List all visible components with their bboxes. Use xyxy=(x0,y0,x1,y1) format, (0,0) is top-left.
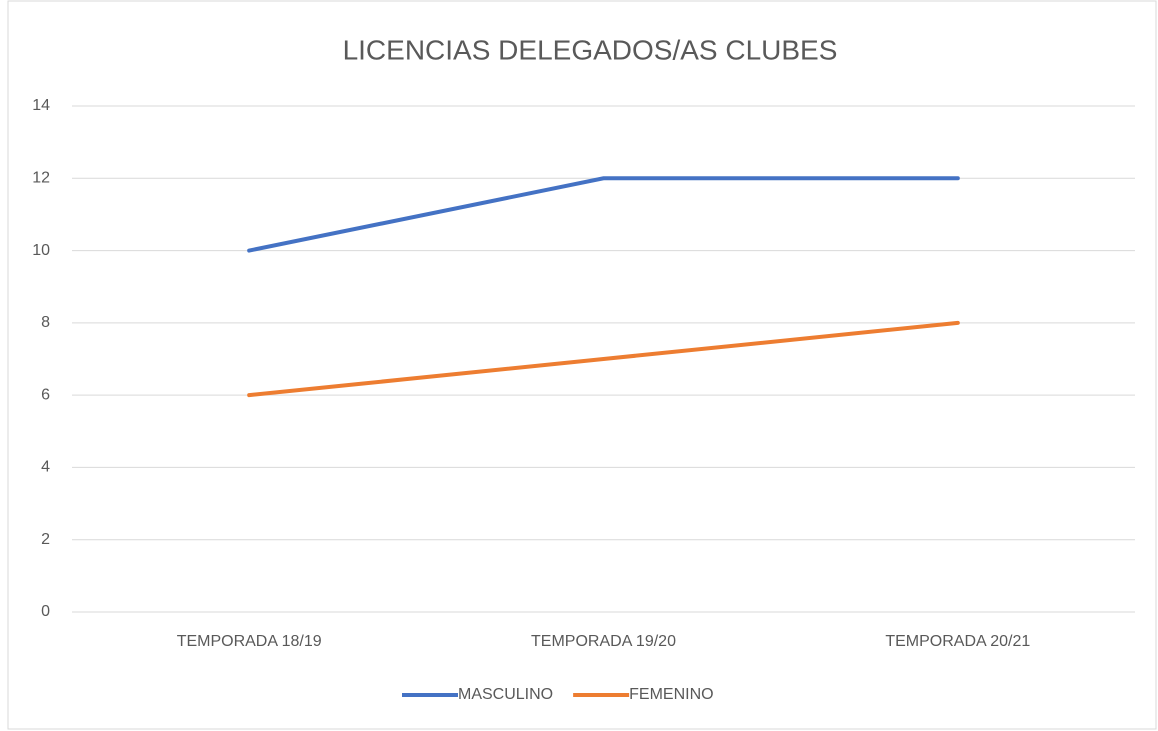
line-series xyxy=(247,176,960,253)
x-tick-label: TEMPORADA 18/19 xyxy=(177,633,322,650)
line-series xyxy=(247,320,960,398)
x-tick-label: TEMPORADA 19/20 xyxy=(531,633,676,650)
legend-label: MASCULINO xyxy=(458,686,553,703)
y-tick-label: 8 xyxy=(41,314,50,331)
y-tick-label: 12 xyxy=(32,170,50,187)
y-tick-label: 2 xyxy=(41,531,50,548)
chart-border xyxy=(7,0,1157,730)
chart-title: LICENCIAS DELEGADOS/AS CLUBES xyxy=(343,34,838,65)
x-tick-label: TEMPORADA 20/21 xyxy=(885,633,1030,650)
y-tick-label: 4 xyxy=(41,459,50,476)
y-tick-label: 10 xyxy=(32,242,50,259)
y-tick-label: 6 xyxy=(41,386,50,403)
y-tick-label: 0 xyxy=(41,603,50,620)
y-tick-label: 14 xyxy=(32,97,50,114)
legend-label: FEMENINO xyxy=(629,686,713,703)
